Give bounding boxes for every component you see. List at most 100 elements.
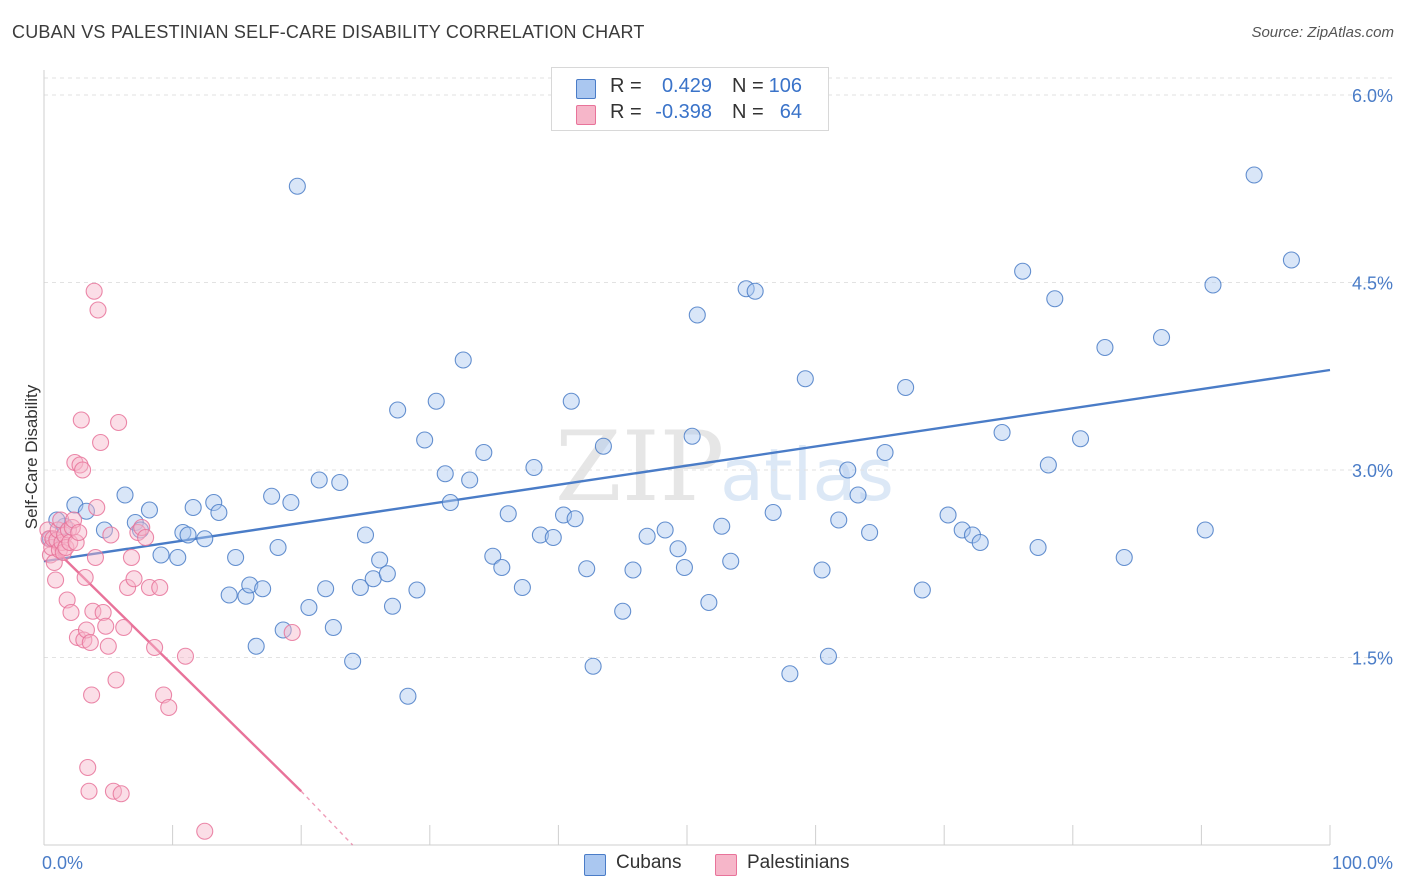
- trend-line-palestinians: [43, 537, 303, 793]
- data-point-cubans: [876, 443, 894, 462]
- data-point-cubans: [913, 581, 931, 599]
- data-point-palestinians: [89, 301, 107, 319]
- data-point-cubans: [1046, 290, 1064, 308]
- data-point-cubans: [247, 637, 265, 655]
- data-point-palestinians: [94, 603, 112, 622]
- data-point-cubans: [436, 465, 454, 483]
- watermark-atlas: atlas: [720, 433, 894, 517]
- legend-row-palestinians: R = -0.398 N = 64: [552, 101, 828, 127]
- data-point-cubans: [525, 458, 543, 477]
- data-points: [39, 166, 1300, 840]
- data-point-cubans: [1029, 538, 1047, 557]
- legend-r-value: -0.398: [655, 101, 712, 123]
- trend-line-extension-palestinians: [300, 790, 354, 846]
- chart-title: CUBAN VS PALESTINIAN SELF-CARE DISABILIT…: [12, 22, 645, 42]
- data-point-cubans: [300, 598, 318, 617]
- data-point-cubans: [993, 423, 1011, 442]
- data-point-palestinians: [112, 785, 130, 803]
- data-point-cubans: [594, 437, 612, 455]
- data-point-cubans: [953, 521, 971, 539]
- data-point-palestinians: [110, 413, 128, 432]
- data-point-cubans: [1071, 430, 1090, 448]
- data-point-palestinians: [81, 633, 99, 652]
- data-point-cubans: [614, 602, 632, 620]
- data-point-cubans: [746, 282, 764, 300]
- legend-swatch-palestinians: [576, 105, 596, 125]
- data-point-cubans: [1039, 456, 1057, 474]
- source-label: Source: ZipAtlas.com: [1251, 24, 1394, 41]
- data-point-cubans: [282, 493, 300, 512]
- axes: [43, 70, 1331, 846]
- data-point-palestinians: [122, 548, 140, 567]
- data-point-cubans: [683, 427, 701, 445]
- data-point-cubans: [116, 486, 134, 504]
- data-point-cubans: [484, 547, 502, 565]
- data-point-cubans: [669, 540, 687, 558]
- data-point-cubans: [819, 647, 838, 665]
- legend-swatch-cubans: [576, 79, 596, 99]
- data-point-cubans: [861, 523, 879, 542]
- data-point-cubans: [688, 306, 706, 324]
- data-point-cubans: [1245, 166, 1263, 184]
- data-point-palestinians: [99, 637, 117, 655]
- y-tick-label: 4.5%: [1352, 274, 1393, 294]
- data-point-cubans: [378, 565, 396, 583]
- data-point-cubans: [205, 493, 223, 512]
- data-point-cubans: [310, 471, 328, 489]
- data-point-palestinians: [88, 498, 106, 517]
- data-point-palestinians: [92, 433, 110, 452]
- data-point-cubans: [196, 530, 214, 548]
- data-point-cubans: [140, 501, 159, 519]
- data-point-cubans: [241, 576, 259, 594]
- data-point-palestinians: [137, 528, 155, 547]
- data-point-palestinians: [102, 526, 120, 544]
- data-point-palestinians: [86, 548, 104, 567]
- data-point-palestinians: [74, 461, 92, 479]
- data-point-cubans: [531, 526, 549, 544]
- data-point-palestinians: [71, 456, 89, 474]
- data-point-cubans: [700, 593, 718, 612]
- data-point-cubans: [513, 578, 531, 597]
- gridlines: [44, 77, 1393, 658]
- data-point-cubans: [427, 392, 445, 410]
- series-label-palestinians: Palestinians: [747, 852, 850, 873]
- data-point-palestinians: [125, 570, 143, 588]
- data-point-cubans: [897, 378, 915, 397]
- legend-r-label: R =: [610, 101, 642, 123]
- data-point-cubans: [813, 561, 831, 579]
- data-point-palestinians: [151, 578, 169, 597]
- data-point-cubans: [210, 503, 228, 522]
- data-point-cubans: [493, 558, 511, 577]
- data-point-cubans: [764, 503, 782, 522]
- data-point-cubans: [461, 471, 479, 489]
- data-point-palestinians: [133, 518, 151, 537]
- data-point-cubans: [383, 597, 402, 615]
- series-cubans-points: [41, 166, 1300, 705]
- data-point-cubans: [152, 546, 170, 564]
- data-point-palestinians: [176, 647, 195, 665]
- data-point-cubans: [454, 351, 472, 369]
- tick-labels: 1.5% 3.0% 4.5% 6.0% 0.0% 100.0%: [42, 86, 1393, 873]
- y-tick-label: 1.5%: [1352, 649, 1393, 669]
- data-point-cubans: [169, 548, 187, 567]
- data-point-palestinians: [155, 686, 173, 704]
- data-point-cubans: [578, 560, 596, 578]
- legend-n-value: 106: [768, 75, 802, 97]
- legend-n-label: N =: [732, 101, 764, 123]
- data-point-palestinians: [76, 568, 94, 587]
- data-point-palestinians: [72, 411, 90, 429]
- data-point-palestinians: [80, 782, 98, 800]
- data-point-cubans: [389, 401, 407, 419]
- data-point-cubans: [237, 587, 255, 605]
- data-point-cubans: [227, 548, 245, 567]
- data-point-cubans: [331, 473, 349, 492]
- data-point-cubans: [220, 586, 238, 604]
- data-point-palestinians: [62, 603, 80, 622]
- data-point-cubans: [675, 558, 693, 577]
- data-point-cubans: [722, 552, 740, 570]
- data-point-cubans: [562, 392, 580, 410]
- data-point-cubans: [839, 461, 857, 479]
- data-point-cubans: [1115, 548, 1133, 567]
- y-tick-label: 3.0%: [1352, 461, 1393, 481]
